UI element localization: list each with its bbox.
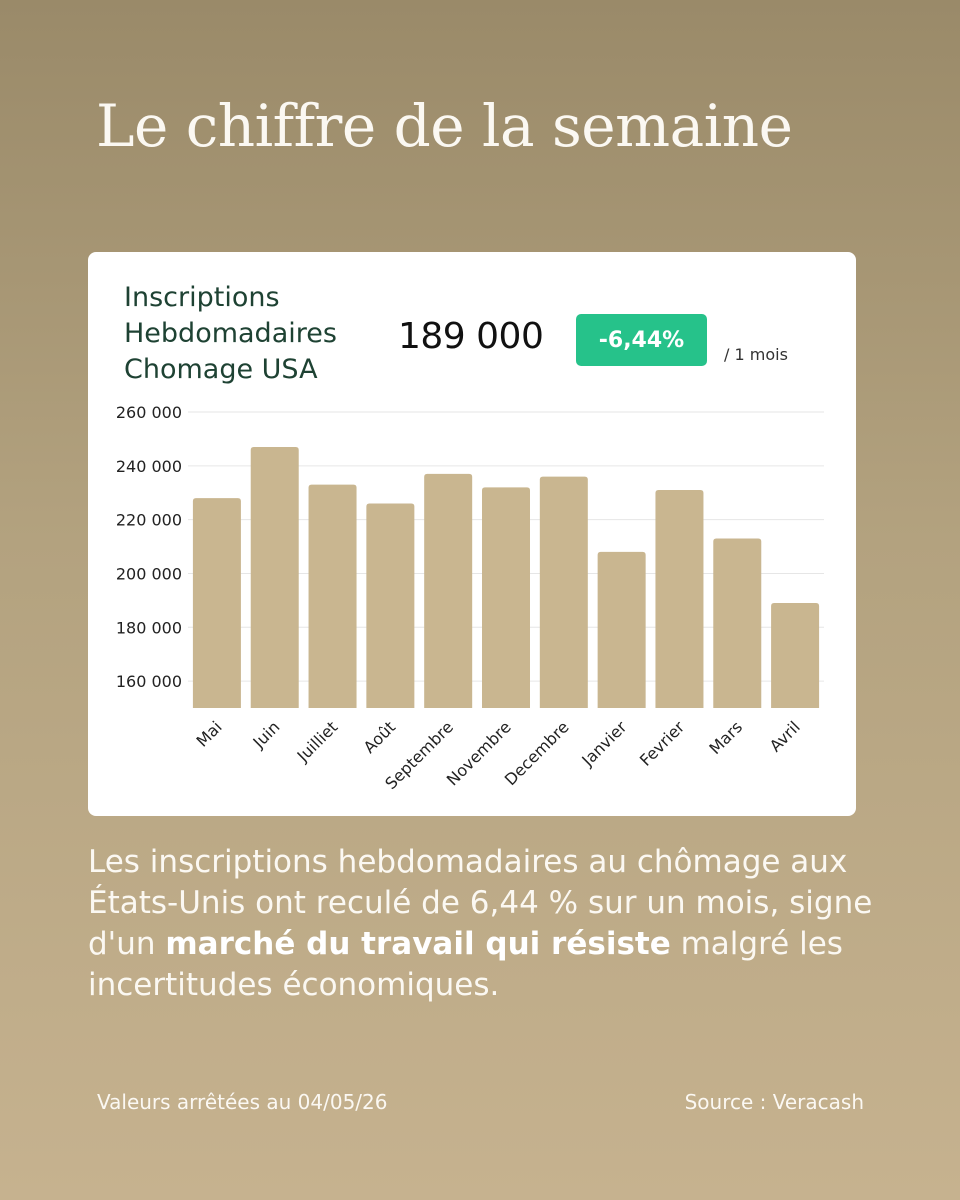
description: Les inscriptions hebdomadaires au chômag… <box>88 842 888 1006</box>
page-title: Le chiffre de la semaine <box>96 92 793 160</box>
chart-card: Inscriptions Hebdomadaires Chomage USA 1… <box>88 252 856 816</box>
bar <box>250 446 299 708</box>
description-highlight: marché du travail qui résiste <box>165 926 671 962</box>
x-tick-label: Janvier <box>577 717 630 770</box>
chart-title: Inscriptions Hebdomadaires Chomage USA <box>124 280 337 388</box>
y-tick-label: 240 000 <box>116 457 182 476</box>
x-tick-label: Mai <box>192 717 225 750</box>
chart-title-line: Inscriptions <box>124 282 280 313</box>
bar <box>655 490 704 708</box>
bar <box>597 551 646 708</box>
x-tick-label: Juilliet <box>293 717 342 766</box>
change-badge: -6,44% <box>576 314 707 366</box>
bar <box>308 484 357 708</box>
bar-chart: 160 000 180 000 200 000 220 000 240 000 260 0… <box>116 403 824 793</box>
y-tick-label: 260 000 <box>116 403 182 422</box>
chart-title-line: Hebdomadaires <box>124 318 337 349</box>
bar <box>192 498 241 708</box>
bar <box>771 603 820 708</box>
x-tick-label: Avril <box>766 717 804 755</box>
y-tick-label: 220 000 <box>116 511 182 530</box>
y-tick-label: 180 000 <box>116 618 182 637</box>
bar <box>366 503 415 708</box>
bar <box>482 487 530 708</box>
source-note: Source : Veracash <box>684 1090 864 1114</box>
y-tick-label: 200 000 <box>116 564 182 583</box>
x-tick-label: Mars <box>705 717 746 758</box>
bar <box>539 476 588 708</box>
current-value: 189 000 <box>398 316 544 357</box>
x-tick-label: Août <box>360 717 400 757</box>
y-tick-label: 160 000 <box>116 672 182 691</box>
change-period: / 1 mois <box>724 345 788 364</box>
date-note: Valeurs arrêtées au 04/05/26 <box>97 1090 388 1114</box>
description-text-end: malgré les incertitudes économiques. <box>88 926 843 1003</box>
chart-title-line: Chomage USA <box>124 354 318 385</box>
bar <box>713 538 762 708</box>
bar <box>424 473 473 708</box>
x-tick-label: Fevrier <box>636 717 689 770</box>
x-tick-label: Juin <box>249 717 284 752</box>
description-text: Les inscriptions hebdomadaires au chômag… <box>88 844 873 962</box>
